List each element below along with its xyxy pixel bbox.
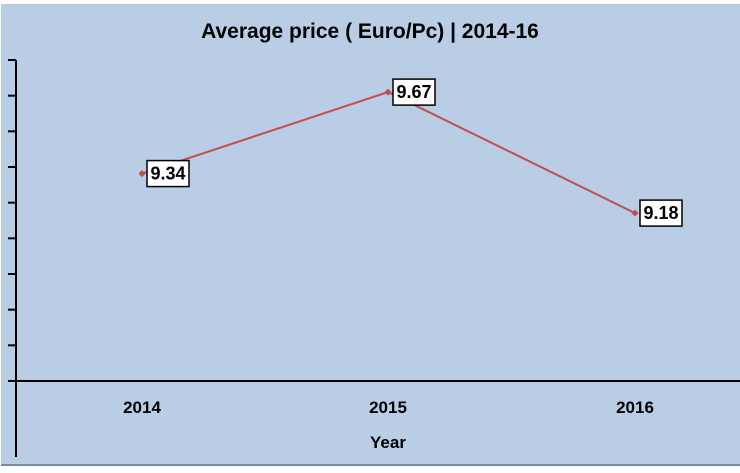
data-label-text: 9.67 <box>396 82 431 102</box>
data-point <box>384 88 392 96</box>
chart-title: Average price ( Euro/Pc) | 2014-16 <box>201 20 539 43</box>
x-tick-label: 2014 <box>123 398 161 417</box>
x-tick-label: 2015 <box>369 398 407 417</box>
x-tick-labels: 2014 2015 2016 <box>123 398 654 417</box>
data-point <box>631 209 639 217</box>
data-label-box <box>639 199 683 227</box>
data-points <box>138 88 639 217</box>
data-label-text: 9.34 <box>150 164 185 184</box>
data-label-box <box>392 78 436 106</box>
data-label: 9.34 <box>146 159 190 188</box>
data-label-box <box>146 159 190 188</box>
data-label: 9.18 <box>639 199 683 227</box>
data-label-text: 9.18 <box>643 203 678 223</box>
y-axis-ticks <box>8 59 16 382</box>
data-point <box>138 170 146 178</box>
x-tick-label: 2016 <box>616 398 654 417</box>
chart-background <box>1 4 740 465</box>
data-label: 9.67 <box>392 78 436 106</box>
x-axis-title: Year <box>370 433 406 452</box>
data-labels: 9.34 9.67 9.18 <box>146 78 683 227</box>
